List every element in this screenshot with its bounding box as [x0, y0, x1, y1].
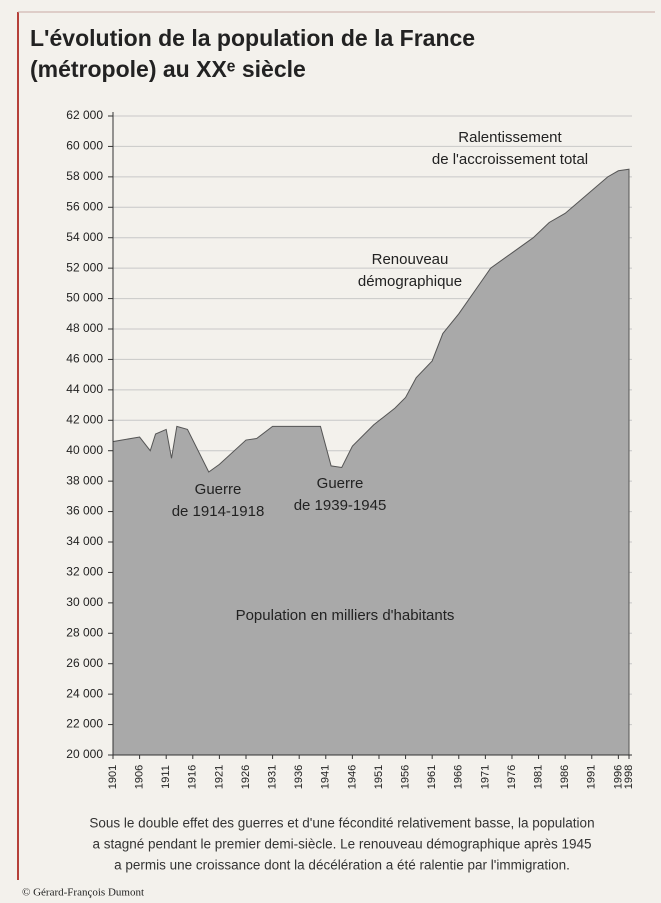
y-tick-label: 38 000: [66, 473, 103, 487]
x-tick-label: 1906: [134, 765, 146, 789]
x-tick-label: 1916: [187, 765, 199, 789]
y-tick-label: 56 000: [66, 199, 103, 213]
y-tick-label: 32 000: [66, 565, 103, 579]
x-tick-label: 1986: [559, 765, 571, 789]
chart-title: L'évolution de la population de la Franc…: [30, 25, 475, 51]
x-tick-label: 1941: [320, 765, 332, 789]
x-tick-label: 1976: [506, 765, 518, 789]
y-tick-label: 30 000: [66, 595, 103, 609]
x-tick-label: 1926: [240, 765, 252, 789]
x-tick-label: 1996: [612, 765, 624, 789]
y-tick-label: 58 000: [66, 169, 103, 183]
x-tick-label: 1946: [346, 765, 358, 789]
x-tick-label: 1998: [623, 765, 635, 789]
caption: a permis une croissance dont la décéléra…: [114, 858, 570, 873]
x-tick-label: 1956: [399, 765, 411, 789]
y-tick-label: 60 000: [66, 139, 103, 153]
x-tick-label: 1901: [107, 765, 119, 789]
y-tick-label: 46 000: [66, 352, 103, 366]
x-tick-label: 1911: [160, 765, 172, 789]
y-tick-label: 48 000: [66, 321, 103, 335]
area: [112, 168, 630, 756]
y-tick-label: 42 000: [66, 412, 103, 426]
annotation: de 1914-1918: [172, 503, 265, 520]
annotation: Guerre: [195, 481, 242, 498]
x-tick-label: 1921: [213, 765, 225, 789]
y-tick-label: 44 000: [66, 382, 103, 396]
y-tick-label: 40 000: [66, 443, 103, 457]
x-tick-label: 1951: [373, 765, 385, 789]
x-tick-label: 1981: [532, 765, 544, 789]
x-tick-label: 1931: [266, 765, 278, 789]
y-tick-label: 22 000: [66, 717, 103, 731]
y-tick-label: 36 000: [66, 504, 103, 518]
x-tick-label: 1971: [479, 765, 491, 789]
annotation: Population en milliers d'habitants: [236, 607, 455, 624]
y-tick-label: 34 000: [66, 534, 103, 548]
y-tick-label: 54 000: [66, 230, 103, 244]
y-tick-label: 26 000: [66, 656, 103, 670]
annotation: Guerre: [317, 475, 364, 492]
y-tick-label: 28 000: [66, 625, 103, 639]
y-tick-label: 20 000: [66, 747, 103, 761]
x-tick-label: 1966: [453, 765, 465, 789]
annotation: démographique: [358, 273, 462, 290]
y-tick-label: 50 000: [66, 291, 103, 305]
caption: Sous le double effet des guerres et d'un…: [89, 816, 594, 831]
x-tick-label: 1961: [426, 765, 438, 789]
annotation: de 1939-1945: [294, 497, 387, 514]
caption: a stagné pendant le premier demi-siècle.…: [92, 837, 591, 852]
x-tick-label: 1991: [586, 765, 598, 789]
y-tick-label: 52 000: [66, 260, 103, 274]
chart-title: (métropole) au XXᵉ siècle: [30, 56, 306, 82]
annotation: Renouveau: [372, 251, 449, 268]
y-tick-label: 62 000: [66, 108, 103, 122]
credit: © Gérard-François Dumont: [22, 887, 144, 899]
annotation: de l'accroissement total: [432, 151, 588, 168]
x-tick-label: 1936: [293, 765, 305, 789]
y-tick-label: 24 000: [66, 686, 103, 700]
annotation: Ralentissement: [458, 129, 562, 146]
